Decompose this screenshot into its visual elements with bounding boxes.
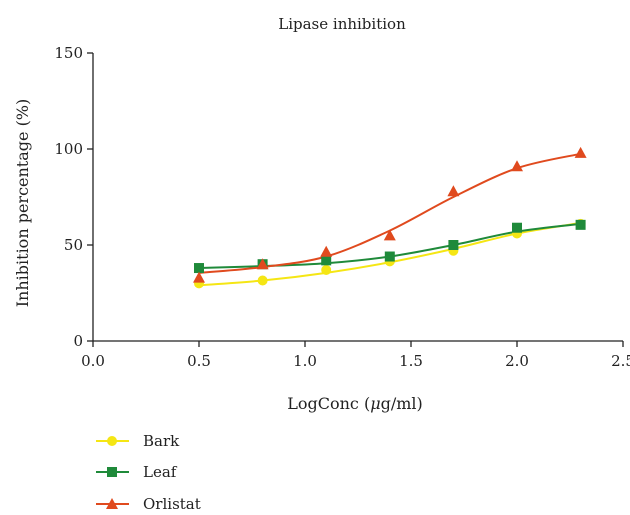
orlistat-point: [511, 160, 523, 172]
y-tick-label: 100: [54, 140, 83, 158]
legend-bark-label: Bark: [143, 432, 180, 450]
orlistat-point: [256, 258, 269, 270]
y-axis-title: Inhibition percentage (%): [13, 99, 32, 308]
x-tick-label: 2.0: [505, 352, 529, 370]
bark-point: [257, 275, 268, 286]
x-tick-label: 0.5: [187, 352, 211, 370]
x-axis-title: LogConc (μg/ml): [287, 394, 423, 413]
legend-bark-marker: [107, 436, 117, 446]
orlistat-point: [574, 146, 587, 158]
y-tick-label: 0: [73, 332, 83, 350]
x-tick-label: 1.0: [293, 352, 317, 370]
legend-orlistat-marker: [106, 498, 118, 509]
axes: 0 50 100 150 0.0 0.5 1.0 1.5 2.0 2.5: [54, 44, 630, 370]
mu-symbol: μ: [370, 394, 380, 413]
legend-leaf-label: Leaf: [143, 463, 178, 481]
orlistat-point: [383, 229, 396, 241]
y-tick-label: 50: [64, 236, 83, 254]
x-tick-label: 2.5: [611, 352, 630, 370]
bark-point: [321, 264, 332, 275]
leaf-point: [575, 219, 586, 230]
leaf-point: [321, 255, 332, 266]
x-tick-label: 1.5: [399, 352, 423, 370]
y-tick-label: 150: [54, 44, 83, 62]
chart-title: Lipase inhibition: [278, 15, 406, 33]
legend-leaf-marker: [107, 467, 117, 477]
x-tick-label: 0.0: [81, 352, 105, 370]
leaf-point: [512, 222, 522, 233]
orlistat-point: [320, 245, 333, 257]
orlistat-point: [447, 185, 460, 197]
legend: Bark Leaf Orlistat: [96, 432, 201, 513]
leaf-point: [448, 240, 459, 250]
data-markers: [193, 146, 587, 289]
legend-orlistat-label: Orlistat: [143, 495, 201, 513]
leaf-point: [384, 251, 395, 262]
leaf-point: [194, 263, 204, 274]
orlistat-point: [193, 271, 205, 283]
